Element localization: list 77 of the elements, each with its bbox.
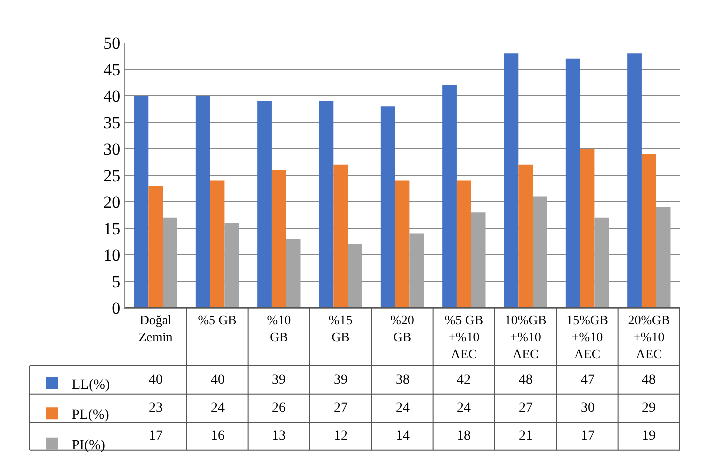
- x-tick-label: 20%GB +%10 AEC: [628, 312, 670, 362]
- data-label: 24: [211, 401, 225, 416]
- data-label: 13: [272, 429, 286, 444]
- bar: [442, 85, 457, 308]
- data-label: 48: [642, 373, 656, 388]
- bar: [272, 170, 286, 308]
- data-label: 29: [642, 401, 656, 416]
- bar: [504, 54, 519, 308]
- bar: [642, 154, 656, 308]
- data-label: 30: [581, 401, 595, 416]
- x-tick-label: %5 GB +%10 AEC: [444, 312, 484, 362]
- bar: [163, 218, 178, 308]
- y-tick-label: 0: [112, 298, 121, 318]
- data-label: 24: [457, 401, 471, 416]
- bar: [594, 218, 610, 308]
- data-label: 47: [581, 373, 595, 388]
- data-label: 24: [396, 401, 410, 416]
- bar: [224, 223, 240, 308]
- bar: [134, 96, 149, 308]
- y-tick-label: 5: [112, 272, 121, 292]
- bar: [410, 234, 424, 308]
- bar: [380, 106, 396, 308]
- bar: [348, 244, 362, 308]
- y-tick-label: 20: [104, 192, 121, 212]
- data-label: 38: [396, 373, 410, 388]
- bar: [518, 164, 534, 308]
- y-tick-label: 50: [104, 34, 121, 53]
- legend-label: PI(%): [72, 438, 106, 454]
- y-tick-label: 40: [104, 86, 121, 106]
- data-label: 16: [211, 429, 225, 444]
- bar: [533, 196, 548, 308]
- data-label: 23: [149, 401, 163, 416]
- bar: [319, 101, 334, 308]
- bar: [580, 149, 595, 308]
- data-label: 48: [519, 373, 533, 388]
- x-tick-label: %15 GB: [328, 312, 353, 344]
- bar: [258, 101, 272, 308]
- bar: [286, 239, 301, 308]
- legend-label: PL(%): [72, 408, 110, 424]
- data-label: 14: [396, 429, 410, 444]
- y-tick-label: 35: [104, 113, 121, 132]
- data-label: 17: [581, 429, 595, 444]
- y-tick-label: 30: [104, 140, 121, 159]
- data-label: 27: [334, 401, 348, 416]
- data-label: 40: [211, 373, 225, 388]
- data-label: 39: [272, 373, 286, 388]
- x-tick-label: %20 GB: [390, 312, 414, 344]
- data-label: 19: [642, 429, 656, 444]
- data-label: 12: [334, 429, 348, 444]
- y-tick-label: 15: [104, 219, 121, 238]
- bar: [456, 180, 472, 308]
- bar: [334, 164, 348, 308]
- data-label: 26: [272, 401, 286, 416]
- bar: [656, 207, 671, 308]
- x-tick-label: %10 GB: [267, 312, 292, 344]
- data-label: 40: [149, 373, 163, 388]
- legend-label: LL(%): [72, 378, 110, 393]
- data-label: 39: [334, 373, 348, 388]
- bar: [196, 96, 210, 308]
- data-label: 17: [149, 429, 163, 444]
- bar: [210, 180, 225, 308]
- x-tick-label: %5 GB: [198, 312, 238, 328]
- y-tick-label: 10: [104, 246, 121, 265]
- y-tick-label: 25: [104, 166, 121, 186]
- bar: [471, 212, 486, 308]
- data-label: 21: [519, 429, 533, 444]
- bar: [628, 54, 642, 308]
- data-label: 18: [457, 429, 471, 444]
- y-tick-label: 45: [104, 60, 121, 80]
- bar: [395, 180, 410, 308]
- data-label: 27: [519, 401, 533, 416]
- bar: [566, 58, 580, 308]
- x-tick-label: 10%GB +%10 AEC: [504, 312, 548, 362]
- x-tick-label: Doğal Zemin: [138, 312, 174, 344]
- bar: [148, 186, 164, 308]
- data-label: 42: [457, 373, 471, 388]
- x-tick-label: 15%GB +%10 AEC: [566, 312, 609, 362]
